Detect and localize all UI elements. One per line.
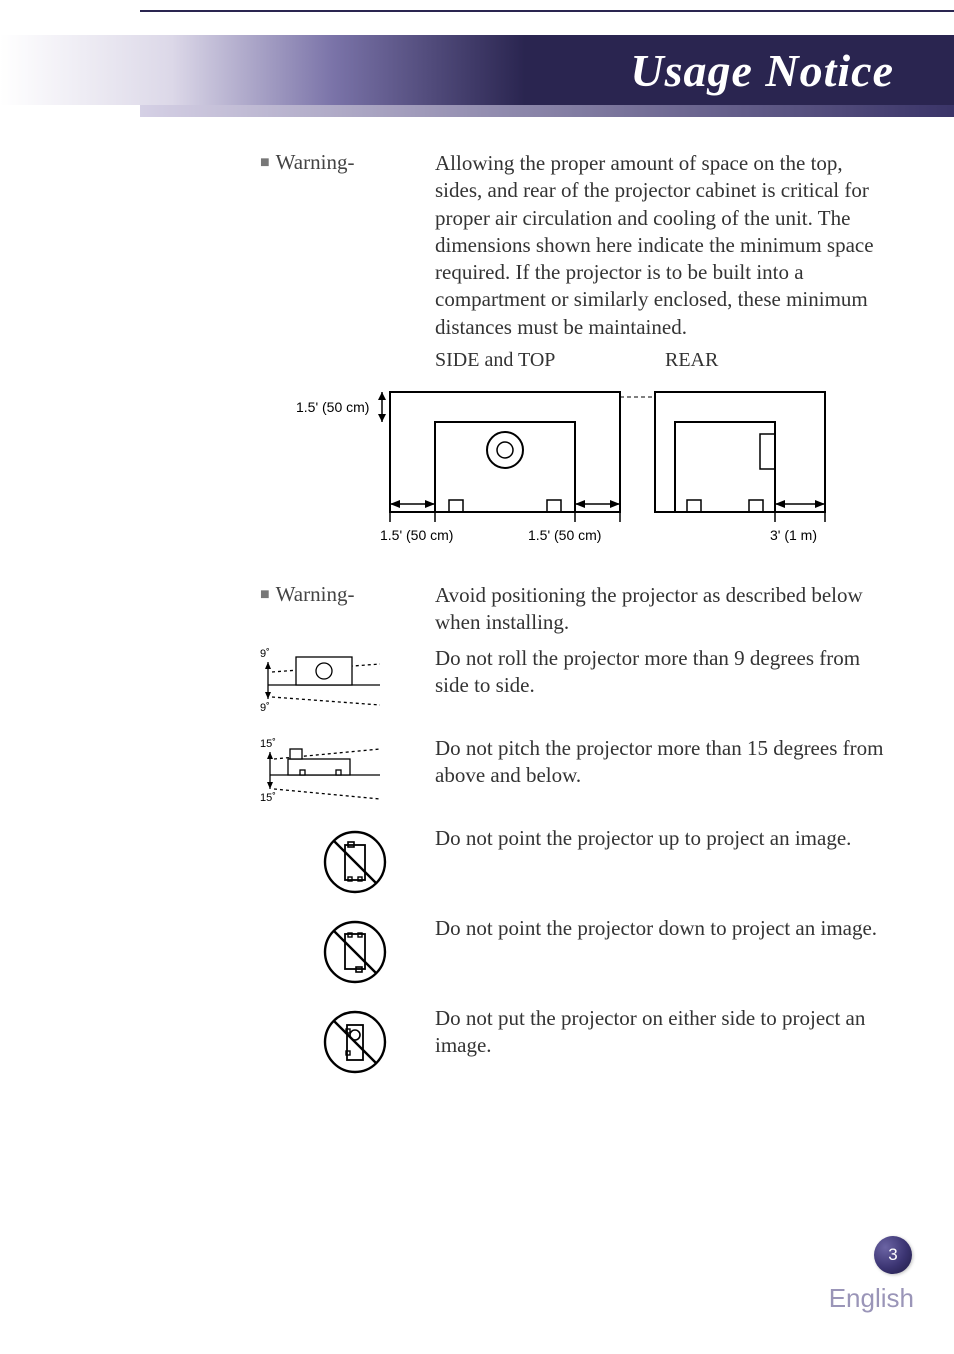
dim-right: 1.5' (50 cm) <box>528 527 601 543</box>
clearance-diagram: 1.5' (50 cm) 1.5' (50 cm) 1.5' (50 cm) <box>30 382 924 562</box>
no-up-icon <box>30 825 435 897</box>
warning-text: Allowing the proper amount of space on t… <box>435 150 924 341</box>
warning-text: Avoid positioning the projector as descr… <box>435 582 924 637</box>
warning-row-1: ■ Warning- Allowing the proper amount of … <box>30 150 924 341</box>
bullet-icon: ■ <box>260 154 270 171</box>
item-text: Do not pitch the projector more than 15 … <box>435 735 924 790</box>
item-no-side: Do not put the projector on either side … <box>30 1005 924 1077</box>
item-text: Do not put the projector on either side … <box>435 1005 924 1060</box>
warning-label: ■ Warning- <box>30 582 435 637</box>
svg-text:15˚: 15˚ <box>260 738 276 750</box>
svg-text:9˚: 9˚ <box>260 702 270 714</box>
content: ■ Warning- Allowing the proper amount of … <box>0 150 954 1095</box>
diagram-labels: SIDE and TOP REAR <box>30 349 924 372</box>
no-side-icon <box>30 1005 435 1077</box>
page-number: 3 <box>888 1245 897 1265</box>
pitch-icon: 15˚ 15˚ <box>30 735 435 807</box>
svg-text:15˚: 15˚ <box>260 792 276 804</box>
language-label: English <box>829 1283 914 1314</box>
dim-left: 1.5' (50 cm) <box>380 527 453 543</box>
svg-text:9˚: 9˚ <box>260 648 270 660</box>
item-roll: 9˚ 9˚ Do not roll the projector more tha… <box>30 645 924 717</box>
item-no-up: Do not point the projector up to project… <box>30 825 924 897</box>
item-text: Do not point the projector down to proje… <box>435 915 924 942</box>
item-text: Do not roll the projector more than 9 de… <box>435 645 924 700</box>
header-band: Usage Notice <box>0 35 954 105</box>
label-side-top: SIDE and TOP <box>435 349 665 372</box>
roll-icon: 9˚ 9˚ <box>30 645 435 717</box>
top-rule <box>140 10 954 12</box>
warning-label: ■ Warning- <box>30 150 435 341</box>
page-title: Usage Notice <box>630 44 894 97</box>
label-rear: REAR <box>665 349 718 372</box>
item-no-down: Do not point the projector down to proje… <box>30 915 924 987</box>
warning-label-text: Warning- <box>276 582 355 606</box>
page-number-badge: 3 <box>874 1236 912 1274</box>
warning-row-2: ■ Warning- Avoid positioning the projecto… <box>30 582 924 637</box>
dim-top: 1.5' (50 cm) <box>296 399 369 415</box>
dim-rear: 3' (1 m) <box>770 527 817 543</box>
no-down-icon <box>30 915 435 987</box>
header-sub-band <box>140 105 954 117</box>
clearance-svg: 1.5' (50 cm) 1.5' (50 cm) 1.5' (50 cm) <box>290 382 850 562</box>
warning-label-text: Warning- <box>276 150 355 174</box>
item-text: Do not point the projector up to project… <box>435 825 924 852</box>
bullet-icon: ■ <box>260 586 270 603</box>
item-pitch: 15˚ 15˚ Do not pitch the projector more … <box>30 735 924 807</box>
